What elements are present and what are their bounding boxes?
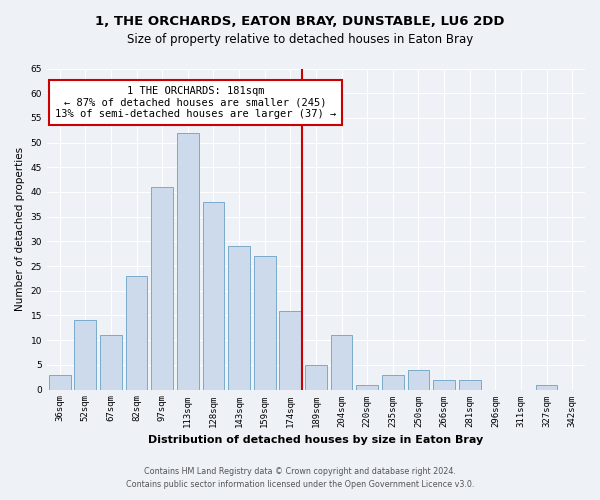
- Bar: [280, 310, 301, 390]
- Bar: [459, 380, 481, 390]
- Bar: [331, 335, 352, 390]
- Text: Size of property relative to detached houses in Eaton Bray: Size of property relative to detached ho…: [127, 32, 473, 46]
- Bar: [100, 335, 122, 390]
- Bar: [536, 384, 557, 390]
- Bar: [203, 202, 224, 390]
- Bar: [228, 246, 250, 390]
- Y-axis label: Number of detached properties: Number of detached properties: [15, 147, 25, 311]
- Bar: [305, 365, 327, 390]
- Bar: [382, 374, 404, 390]
- Bar: [49, 374, 71, 390]
- Bar: [177, 132, 199, 390]
- Bar: [74, 320, 96, 390]
- X-axis label: Distribution of detached houses by size in Eaton Bray: Distribution of detached houses by size …: [148, 435, 484, 445]
- Text: 1, THE ORCHARDS, EATON BRAY, DUNSTABLE, LU6 2DD: 1, THE ORCHARDS, EATON BRAY, DUNSTABLE, …: [95, 15, 505, 28]
- Text: Contains HM Land Registry data © Crown copyright and database right 2024.
Contai: Contains HM Land Registry data © Crown c…: [126, 468, 474, 489]
- Bar: [254, 256, 275, 390]
- Bar: [356, 384, 378, 390]
- Text: 1 THE ORCHARDS: 181sqm
← 87% of detached houses are smaller (245)
13% of semi-de: 1 THE ORCHARDS: 181sqm ← 87% of detached…: [55, 86, 336, 119]
- Bar: [433, 380, 455, 390]
- Bar: [151, 187, 173, 390]
- Bar: [126, 276, 148, 390]
- Bar: [407, 370, 430, 390]
